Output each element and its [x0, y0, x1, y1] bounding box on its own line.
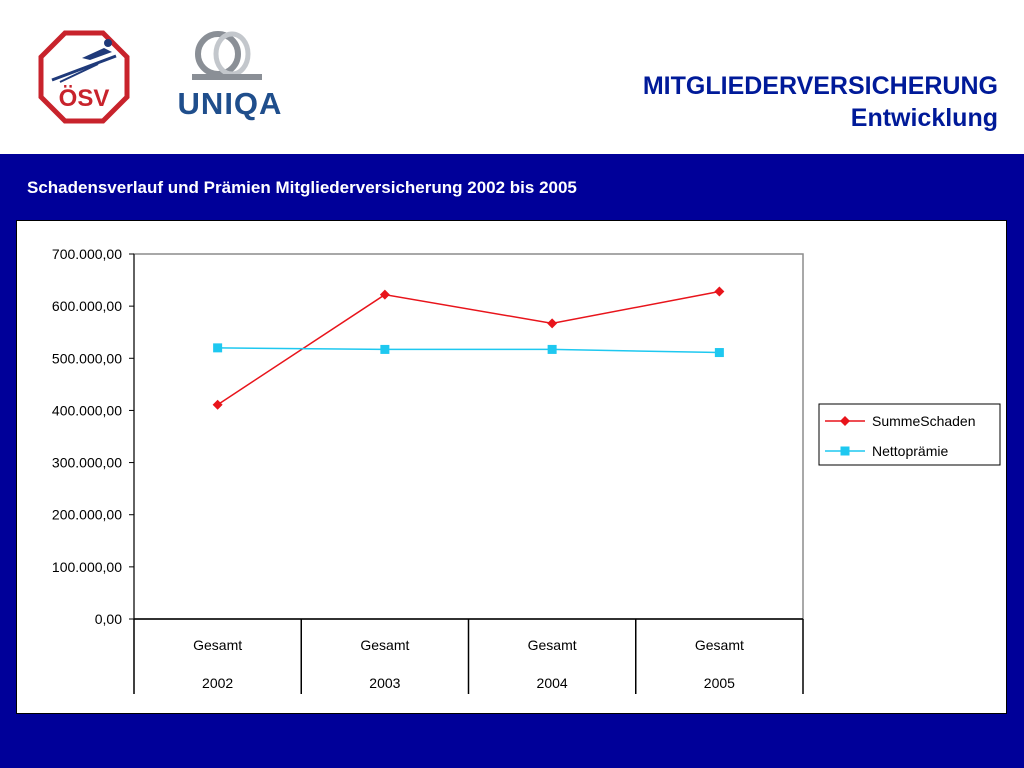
x-category-label: Gesamt — [193, 637, 242, 653]
x-year-label: 2004 — [537, 675, 568, 691]
data-point — [547, 344, 557, 354]
osv-logo-text: ÖSV — [59, 85, 110, 112]
header: ÖSV UNIQA MITGLIEDERVERSICHERUNG Entwick… — [0, 0, 1024, 154]
page-title: MITGLIEDERVERSICHERUNG Entwicklung — [643, 70, 998, 134]
y-tick-label: 300.000,00 — [52, 455, 122, 471]
y-tick-label: 700.000,00 — [52, 246, 122, 262]
x-category-label: Gesamt — [360, 637, 409, 653]
line-chart: 0,00 100.000,00 200.000,00 300.000,00 400.00… — [52, 246, 1001, 694]
y-tick-label: 400.000,00 — [52, 402, 122, 418]
data-point — [212, 399, 223, 410]
y-tick-label: 100.000,00 — [52, 559, 122, 575]
x-category-label: Gesamt — [528, 637, 577, 653]
data-point — [379, 289, 390, 300]
series-line-2 — [217, 347, 720, 354]
plot-area — [133, 253, 804, 620]
legend-marker — [840, 416, 850, 426]
chart-frame: 0,00 100.000,00 200.000,00 300.000,00 400.00… — [16, 220, 1007, 714]
y-tick-label: 500.000,00 — [52, 350, 122, 366]
x-year-label: 2002 — [202, 675, 233, 691]
data-point — [714, 286, 725, 297]
y-tick-label: 200.000,00 — [52, 507, 122, 523]
osv-logo: ÖSV — [38, 30, 130, 124]
legend-label: Nettoprämie — [872, 443, 948, 459]
x-year-label: 2003 — [369, 675, 400, 691]
x-category-label: Gesamt — [695, 637, 744, 653]
uniqa-logo-text: UNIQA — [177, 86, 283, 121]
legend-marker — [840, 446, 850, 456]
data-point — [714, 348, 724, 358]
page-title-line2: Entwicklung — [850, 104, 998, 132]
y-tick-label: 0,00 — [95, 611, 122, 627]
series-line-1 — [217, 290, 720, 406]
chart-subtitle: Schadensverlauf und Prämien Mitgliederve… — [27, 178, 577, 197]
data-point — [380, 344, 390, 354]
page-title-line1: MITGLIEDERVERSICHERUNG — [642, 72, 998, 100]
uniqa-logo: UNIQA — [170, 30, 290, 125]
data-point — [547, 318, 558, 329]
data-point — [213, 343, 223, 353]
y-tick-label: 600.000,00 — [52, 298, 122, 314]
x-year-label: 2005 — [704, 675, 735, 691]
legend-label: SummeSchaden — [872, 413, 976, 429]
uniqa-logo-mark — [192, 31, 262, 80]
